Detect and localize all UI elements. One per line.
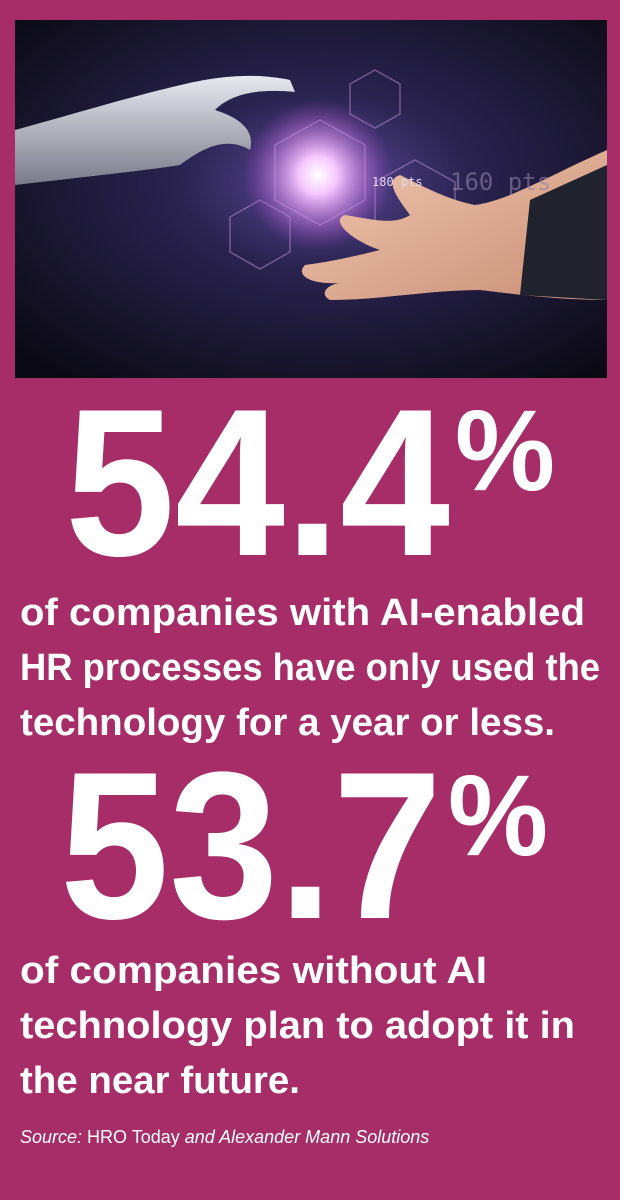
stat-description: the near future. [20,1060,300,1102]
robot-hand [15,75,295,185]
stat-description: HR processes have only used the [20,647,600,689]
stat-unit: % [455,387,555,515]
source-name: and Alexander Mann Solutions [185,1127,430,1147]
stat-description: technology plan to adopt it in [20,1005,575,1047]
source-label: Source: [20,1127,82,1147]
sleeve [520,165,607,300]
source-name: HRO Today [87,1127,180,1147]
stat-unit: % [448,752,548,880]
hero-image: 180 pts 160 pts [15,20,607,378]
overlay-text: 180 pts [372,175,423,189]
overlay-text: 160 pts [450,168,551,196]
stat-description: of companies without AI [20,950,487,992]
stat-number: 54.4 [65,365,450,600]
stat-description: technology for a year or less. [20,702,555,744]
light-glow [243,100,393,250]
stat-description: of companies with AI-enabled [20,592,585,634]
source: Source: HRO Today and Alexander Mann Solut… [20,1127,429,1147]
stat-number: 53.7 [60,728,442,963]
